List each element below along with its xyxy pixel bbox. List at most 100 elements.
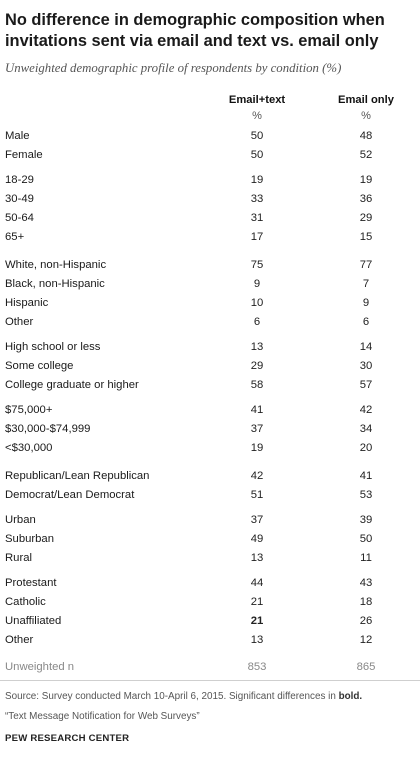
email-text-value: 37 — [250, 423, 264, 435]
row-label: 18-29 — [5, 174, 34, 186]
email-only-value: 14 — [359, 341, 373, 353]
table-row: College graduate or higher 58 57 — [0, 377, 420, 396]
source-text: Source: Survey conducted March 10-April … — [5, 691, 339, 702]
row-label: Democrat/Lean Democrat — [5, 489, 135, 501]
email-text-value: 44 — [250, 577, 264, 589]
report-citation: “Text Message Notification for Web Surve… — [5, 711, 200, 722]
table-row: Urban 37 39 — [0, 512, 420, 531]
table-row: White, non-Hispanic 75 77 — [0, 257, 420, 276]
email-text-value: 75 — [250, 259, 264, 271]
email-text-value: 19 — [250, 442, 264, 454]
row-label: <$30,000 — [5, 442, 53, 454]
email-text-value: 19 — [250, 174, 264, 186]
row-label: Urban — [5, 514, 36, 526]
table-row: Catholic 21 18 — [0, 594, 420, 613]
unit-label-email-only: % — [361, 110, 371, 122]
footer-divider — [0, 680, 420, 681]
email-only-value: 30 — [359, 360, 373, 372]
table-row: Rural 13 11 — [0, 550, 420, 569]
email-only-value: 50 — [359, 533, 373, 545]
row-label: $30,000-$74,999 — [5, 423, 91, 435]
email-only-value: 29 — [359, 212, 373, 224]
row-label: Some college — [5, 360, 74, 372]
table-row: High school or less 13 14 — [0, 339, 420, 358]
table-row: Protestant 44 43 — [0, 575, 420, 594]
email-only-value: 36 — [359, 193, 373, 205]
row-label: Female — [5, 149, 43, 161]
email-text-value: 50 — [250, 130, 264, 142]
table-row: Suburban 49 50 — [0, 531, 420, 550]
table-row: 50-64 31 29 — [0, 210, 420, 229]
table-row: Unweighted n 853 865 — [0, 659, 420, 678]
email-only-value: 6 — [362, 316, 370, 328]
table-row: Female 50 52 — [0, 147, 420, 166]
column-header-email-text: Email+text — [228, 94, 286, 106]
figure-title: No difference in demographic composition… — [5, 11, 385, 50]
email-text-value: 58 — [250, 379, 264, 391]
table-row: Unaffiliated 21 26 — [0, 613, 420, 632]
email-only-value: 34 — [359, 423, 373, 435]
email-only-value: 42 — [359, 404, 373, 416]
email-only-value: 20 — [359, 442, 373, 454]
email-text-value: 37 — [250, 514, 264, 526]
email-text-value: 6 — [253, 316, 261, 328]
email-text-value: 51 — [250, 489, 264, 501]
row-label: Catholic — [5, 596, 46, 608]
row-label: 30-49 — [5, 193, 34, 205]
table-row: Democrat/Lean Democrat 51 53 — [0, 487, 420, 506]
row-label: White, non-Hispanic — [5, 259, 107, 271]
email-only-value: 9 — [362, 297, 370, 309]
email-text-value: 13 — [250, 634, 264, 646]
email-only-value: 11 — [360, 552, 372, 564]
row-label: 50-64 — [5, 212, 34, 224]
email-text-value: 31 — [250, 212, 264, 224]
email-only-value: 865 — [356, 661, 376, 673]
table-row: <$30,000 19 20 — [0, 440, 420, 459]
row-label: Rural — [5, 552, 32, 564]
email-only-value: 57 — [359, 379, 373, 391]
email-only-value: 7 — [362, 278, 370, 290]
figure-subtitle: Unweighted demographic profile of respon… — [5, 61, 342, 75]
email-only-value: 39 — [359, 514, 373, 526]
email-only-value: 15 — [359, 231, 373, 243]
row-label: Protestant — [5, 577, 57, 589]
row-label: Other — [5, 634, 34, 646]
row-label: Black, non-Hispanic — [5, 278, 105, 290]
table-row: Republican/Lean Republican 42 41 — [0, 468, 420, 487]
email-text-value: 13 — [250, 341, 264, 353]
email-only-value: 26 — [359, 615, 373, 627]
email-text-value: 21 — [250, 615, 264, 627]
email-text-value: 853 — [247, 661, 267, 673]
email-only-value: 52 — [359, 149, 373, 161]
row-label: High school or less — [5, 341, 101, 353]
email-only-value: 19 — [359, 174, 373, 186]
email-only-value: 77 — [359, 259, 373, 271]
email-text-value: 50 — [250, 149, 264, 161]
email-text-value: 33 — [250, 193, 264, 205]
email-text-value: 21 — [250, 596, 264, 608]
row-label: College graduate or higher — [5, 379, 139, 391]
unit-label-email-text: % — [252, 110, 262, 122]
column-header-email-only: Email only — [338, 94, 394, 106]
row-label: Republican/Lean Republican — [5, 470, 150, 482]
email-only-value: 43 — [359, 577, 373, 589]
row-label: 65+ — [5, 231, 25, 243]
email-text-value: 10 — [250, 297, 264, 309]
email-text-value: 13 — [250, 552, 264, 564]
email-only-value: 18 — [359, 596, 373, 608]
email-only-value: 48 — [359, 130, 373, 142]
email-text-value: 9 — [253, 278, 261, 290]
row-label: Male — [5, 130, 30, 142]
table-row: Male 50 48 — [0, 128, 420, 147]
email-only-value: 41 — [359, 470, 373, 482]
table-row: $30,000-$74,999 37 34 — [0, 421, 420, 440]
email-only-value: 12 — [359, 634, 373, 646]
table-row: $75,000+ 41 42 — [0, 402, 420, 421]
row-label: Hispanic — [5, 297, 49, 309]
row-label: Unaffiliated — [5, 615, 62, 627]
table-row: Other 6 6 — [0, 314, 420, 333]
table-row: 18-29 19 19 — [0, 172, 420, 191]
table-row: Hispanic 10 9 — [0, 295, 420, 314]
row-label: Suburban — [5, 533, 54, 545]
